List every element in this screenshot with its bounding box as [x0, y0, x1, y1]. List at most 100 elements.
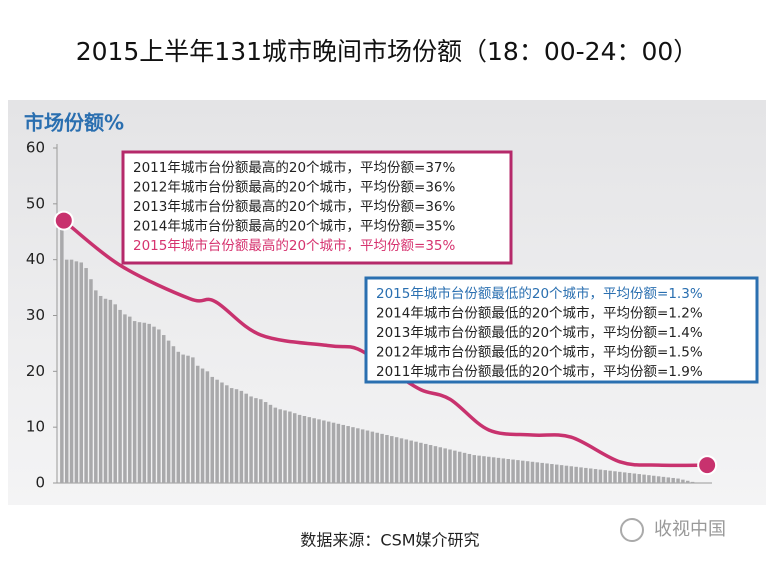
bar: [569, 466, 574, 483]
bar: [574, 466, 578, 483]
bar: [622, 472, 627, 483]
bar: [351, 427, 355, 483]
y-tick-label: 50: [26, 194, 45, 212]
bar: [676, 478, 680, 483]
bar: [564, 465, 569, 483]
watermark-icon: [620, 518, 644, 542]
bar: [414, 441, 418, 483]
bar: [390, 436, 394, 483]
bar: [627, 472, 632, 483]
bar: [297, 414, 302, 483]
bar: [234, 389, 239, 483]
bar: [642, 474, 646, 483]
bar: [443, 448, 447, 483]
bar: [254, 398, 258, 483]
bar: [326, 421, 331, 483]
bar: [496, 457, 501, 483]
bar: [152, 326, 156, 483]
watermark: 收视中国: [654, 519, 726, 540]
bar: [598, 469, 603, 483]
bar: [661, 476, 666, 483]
bar: [103, 298, 108, 483]
chart-title: 2015上半年131城市晚间市场份额（18：00-24：00）: [76, 37, 699, 66]
bar: [588, 468, 593, 483]
y-tick-label: 0: [35, 474, 45, 492]
bar: [360, 429, 365, 483]
bar: [554, 464, 559, 483]
bar: [559, 465, 564, 483]
bar: [618, 471, 622, 483]
annotation-text: 2011年城市台份额最低的20个城市，平均份额=1.9%: [376, 363, 703, 380]
bar: [147, 323, 151, 483]
bar: [593, 469, 598, 483]
bar: [380, 433, 384, 483]
bar: [128, 316, 132, 483]
bar: [195, 365, 200, 483]
bar: [317, 419, 321, 483]
bar: [365, 430, 370, 483]
bar: [288, 411, 292, 483]
annotation-box: [364, 276, 759, 384]
bar: [60, 220, 64, 484]
bar: [404, 439, 409, 483]
bar: [302, 416, 307, 483]
bar: [123, 314, 127, 483]
bar: [370, 431, 375, 483]
bar: [356, 428, 360, 483]
bar: [186, 355, 190, 483]
bar: [685, 480, 690, 483]
bar: [613, 471, 617, 483]
bar: [79, 262, 84, 483]
annotation-text: 2015年城市台份额最高的20个城市，平均份额=35%: [133, 237, 456, 254]
bar: [69, 259, 74, 483]
bar: [690, 481, 695, 483]
bar: [249, 396, 253, 483]
annotation-text: 2015年城市台份额最低的20个城市，平均份额=1.3%: [376, 285, 703, 302]
bar: [346, 426, 350, 483]
y-tick-label: 40: [26, 250, 45, 268]
bar: [681, 479, 685, 483]
bar: [506, 458, 510, 483]
bar: [521, 460, 525, 483]
annotation-box: [121, 150, 513, 265]
bar: [98, 295, 103, 483]
bar: [530, 461, 535, 483]
bar: [409, 440, 413, 483]
bar: [331, 422, 336, 483]
y-tick-label: 20: [26, 362, 45, 380]
bar: [322, 420, 326, 483]
bar: [632, 473, 637, 483]
bar: [462, 452, 467, 483]
bar: [652, 475, 656, 483]
bar: [540, 462, 544, 483]
bar: [375, 432, 379, 483]
bar: [501, 458, 506, 483]
bar: [200, 368, 205, 483]
bar: [191, 357, 195, 483]
bar: [535, 462, 540, 483]
bar: [584, 467, 588, 483]
bar: [108, 299, 113, 483]
bar: [263, 402, 268, 483]
bar: [210, 376, 215, 483]
bar: [176, 351, 181, 483]
bar: [472, 455, 477, 483]
bar: [181, 354, 185, 483]
bar: [448, 449, 452, 483]
annotation-text: 2011年城市台份额最高的20个城市，平均份额=37%: [133, 159, 456, 176]
annotation-text: 2012年城市台份额最低的20个城市，平均份额=1.5%: [376, 344, 703, 361]
bar: [113, 304, 117, 483]
annotation-text: 2014年城市台份额最高的20个城市，平均份额=35%: [133, 218, 456, 235]
bar: [433, 446, 438, 483]
bar: [608, 470, 612, 483]
annotation-text: 2012年城市台份额最高的20个城市，平均份额=36%: [133, 179, 456, 196]
bar: [205, 371, 210, 483]
bar: [259, 399, 263, 483]
bar: [132, 321, 137, 483]
bar: [278, 409, 282, 483]
bar: [215, 379, 219, 483]
bar: [399, 438, 404, 483]
bar: [419, 442, 423, 483]
bar: [491, 457, 496, 483]
bar: [142, 322, 147, 483]
